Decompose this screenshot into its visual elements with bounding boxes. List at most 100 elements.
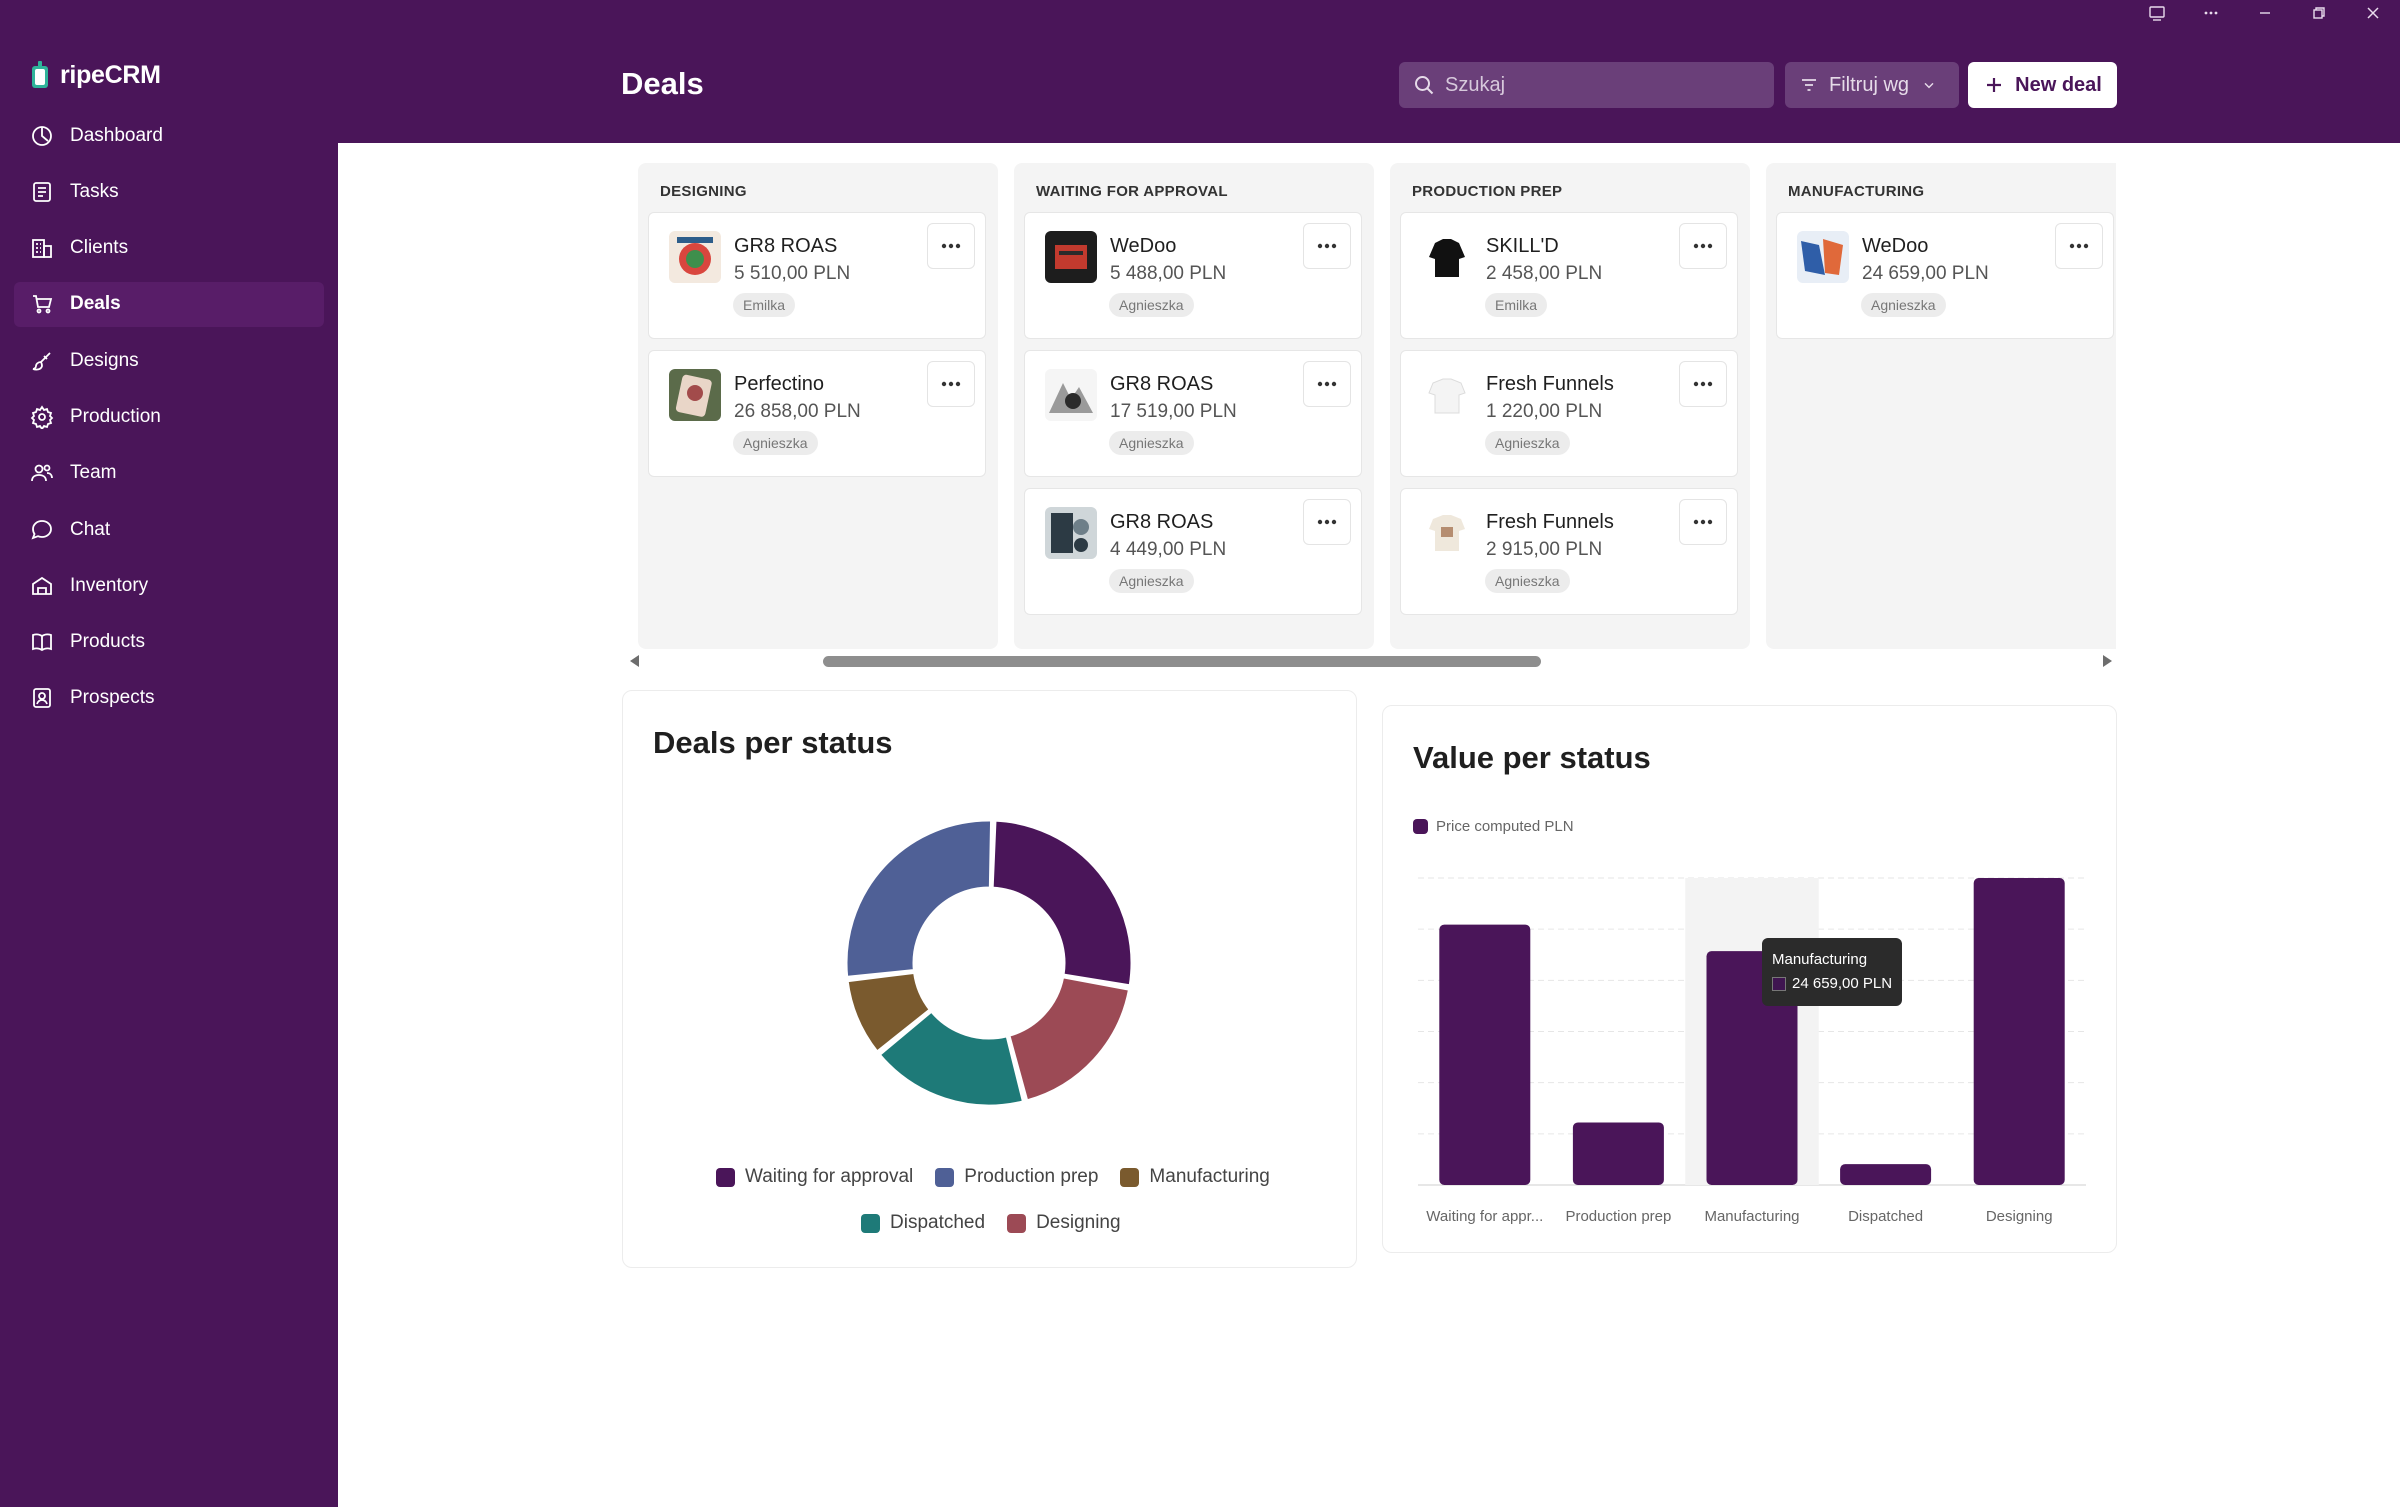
bar-manufacturing[interactable] [1706, 951, 1798, 1185]
donut-slice-designing[interactable] [1006, 975, 1132, 1103]
sidebar-item-team[interactable]: Team [14, 451, 324, 496]
more-horizontal-icon [1693, 381, 1713, 387]
cast-button[interactable] [2130, 0, 2184, 26]
sidebar: ripeCRM Dashboard Tasks Clients Deals De… [0, 0, 338, 1507]
owner-badge: Agnieszka [733, 431, 818, 455]
brand[interactable]: ripeCRM [30, 60, 161, 90]
scroll-left-arrow-icon[interactable] [630, 655, 639, 667]
sidebar-item-label: Tasks [70, 180, 119, 202]
column-manufacturing: MANUFACTURING WeDoo 24 659,00 PLN Agnies… [1766, 163, 2116, 649]
more-window-button[interactable] [2184, 0, 2238, 26]
board-horizontal-scrollbar[interactable] [628, 648, 2114, 674]
card-more-button[interactable] [927, 223, 975, 269]
sidebar-item-dashboard[interactable]: Dashboard [14, 113, 324, 158]
card-more-button[interactable] [1303, 223, 1351, 269]
card-more-button[interactable] [1303, 361, 1351, 407]
restore-button[interactable] [2292, 0, 2346, 26]
bar-dispatched[interactable] [1840, 1164, 1932, 1185]
deal-card[interactable]: WeDoo 5 488,00 PLN Agnieszka [1024, 212, 1362, 339]
sidebar-nav: Dashboard Tasks Clients Deals Designs Pr… [14, 113, 324, 732]
sidebar-item-designs[interactable]: Designs [14, 338, 324, 383]
legend-swatch [1413, 819, 1428, 834]
legend-label: Price computed PLN [1436, 818, 1574, 835]
sidebar-item-label: Inventory [70, 574, 149, 596]
sidebar-item-label: Prospects [70, 687, 155, 709]
card-more-button[interactable] [1679, 361, 1727, 407]
donut-slice-waiting-for-approval[interactable] [990, 818, 1134, 988]
scroll-right-arrow-icon[interactable] [2103, 655, 2112, 667]
brush-icon [32, 352, 51, 371]
more-horizontal-icon [1317, 381, 1337, 387]
legend-label: Production prep [964, 1166, 1099, 1187]
card-more-button[interactable] [2055, 223, 2103, 269]
legend-swatch [716, 1167, 735, 1187]
donut-slice-production-prep[interactable] [844, 818, 994, 980]
donut-slice-manufacturing[interactable] [845, 970, 933, 1055]
sidebar-item-clients[interactable]: Clients [14, 226, 324, 271]
deal-name: GR8 ROAS [734, 235, 838, 257]
brand-name: ripeCRM [60, 60, 161, 89]
deal-card[interactable]: Fresh Funnels 1 220,00 PLN Agnieszka [1400, 350, 1738, 477]
deal-thumbnail [1421, 369, 1473, 421]
deal-value: 2 915,00 PLN [1486, 539, 1603, 560]
card-more-button[interactable] [1303, 499, 1351, 545]
deal-value: 26 858,00 PLN [734, 401, 861, 422]
legend-swatch [1007, 1213, 1027, 1233]
donut-slice-dispatched[interactable] [877, 1008, 1026, 1108]
deal-card[interactable]: GR8 ROAS 4 449,00 PLN Agnieszka [1024, 488, 1362, 615]
card-more-button[interactable] [1679, 223, 1727, 269]
sidebar-item-chat[interactable]: Chat [14, 507, 324, 552]
search-icon [1415, 76, 1434, 95]
tasks-icon [33, 181, 51, 202]
legend-item[interactable]: Production prep [935, 1166, 1098, 1188]
deal-card[interactable]: GR8 ROAS 17 519,00 PLN Agnieszka [1024, 350, 1362, 477]
legend-item[interactable]: Dispatched [861, 1212, 985, 1234]
sidebar-item-production[interactable]: Production [14, 394, 324, 439]
value-per-status-panel: Value per status Price computed PLN Wait… [1382, 705, 2117, 1253]
sidebar-item-deals[interactable]: Deals [14, 281, 324, 327]
page-title: Deals [621, 66, 704, 101]
deal-card[interactable]: Perfectino 26 858,00 PLN Agnieszka [648, 350, 986, 477]
filter-button[interactable]: Filtruj wg [1785, 62, 1959, 108]
sidebar-item-label: Production [70, 405, 161, 427]
new-deal-button[interactable]: New deal [1968, 62, 2117, 108]
sidebar-item-tasks[interactable]: Tasks [14, 169, 324, 214]
card-more-button[interactable] [927, 361, 975, 407]
legend-swatch [1120, 1167, 1140, 1187]
legend-item[interactable]: Manufacturing [1120, 1166, 1270, 1188]
legend-label: Designing [1036, 1212, 1121, 1233]
deal-card[interactable]: WeDoo 24 659,00 PLN Agnieszka [1776, 212, 2114, 339]
search-box[interactable] [1399, 62, 1774, 108]
legend-item[interactable]: Designing [1007, 1212, 1121, 1234]
deal-value: 1 220,00 PLN [1486, 401, 1603, 422]
more-horizontal-icon [941, 243, 961, 249]
deal-thumbnail [1045, 507, 1097, 559]
legend-swatch [861, 1213, 880, 1233]
deal-name: GR8 ROAS [1110, 511, 1214, 533]
bar-production-prep[interactable] [1572, 1122, 1664, 1185]
bar-designing[interactable] [1973, 878, 2065, 1185]
search-input[interactable] [1445, 73, 1745, 97]
column-designing: DESIGNING GR8 ROAS 5 510,00 PLN Emilka P… [638, 163, 998, 649]
legend-item[interactable]: Waiting for approval [716, 1166, 913, 1188]
minimize-button[interactable] [2238, 0, 2292, 26]
scrollbar-thumb[interactable] [823, 656, 1541, 667]
sidebar-item-inventory[interactable]: Inventory [14, 563, 324, 608]
ripe-logo-icon [32, 61, 48, 88]
bar-chart: Waiting for appr... Production prep Manufa… [1418, 877, 2086, 1225]
sidebar-item-label: Products [70, 631, 145, 653]
plus-icon [1987, 78, 2002, 92]
x-tick-label: Designing [1986, 1208, 2053, 1225]
deal-card[interactable]: GR8 ROAS 5 510,00 PLN Emilka [648, 212, 986, 339]
bar-waiting-for-appr[interactable] [1439, 924, 1531, 1185]
deal-value: 5 510,00 PLN [734, 263, 851, 284]
card-more-button[interactable] [1679, 499, 1727, 545]
deal-card[interactable]: SKILL'D 2 458,00 PLN Emilka [1400, 212, 1738, 339]
close-button[interactable] [2346, 0, 2400, 26]
sidebar-item-products[interactable]: Products [14, 620, 324, 665]
sidebar-item-prospects[interactable]: Prospects [14, 676, 324, 721]
filter-label: Filtruj wg [1829, 73, 1910, 96]
deal-card[interactable]: Fresh Funnels 2 915,00 PLN Agnieszka [1400, 488, 1738, 615]
bar-legend[interactable]: Price computed PLN [1413, 818, 1574, 835]
column-waiting-for-approval: WAITING FOR APPROVAL WeDoo 5 488,00 PLN … [1014, 163, 1374, 649]
